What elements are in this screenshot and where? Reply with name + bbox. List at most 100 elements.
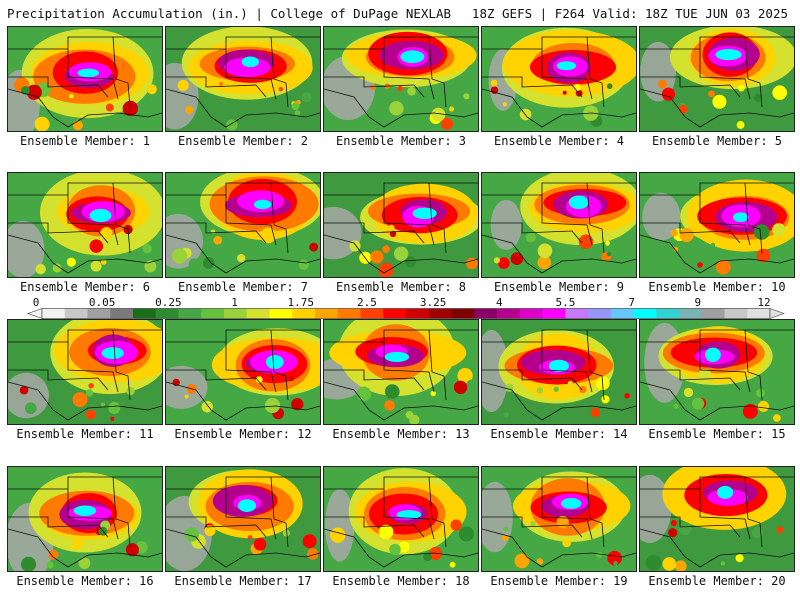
state-border-line <box>428 182 447 254</box>
ensemble-member-map <box>165 172 321 278</box>
precip-cell <box>172 248 188 264</box>
state-border-line <box>112 329 131 401</box>
state-border-line <box>8 516 109 538</box>
state-border-line <box>324 476 478 490</box>
colorbar-tick-label: 3.25 <box>419 296 447 309</box>
state-border-line <box>112 182 131 254</box>
precip-contour <box>396 510 422 519</box>
dry-area-shading <box>8 372 49 419</box>
state-border-line <box>482 329 636 343</box>
ensemble-member-map <box>165 466 321 572</box>
state-border-line <box>166 476 320 490</box>
colorbar-segment <box>474 308 498 319</box>
precip-cell <box>122 100 138 117</box>
precip-cell <box>19 385 29 395</box>
colorbar-segment <box>178 308 202 319</box>
precip-cell <box>288 375 295 382</box>
ensemble-member-map <box>639 466 795 572</box>
precip-contour <box>89 208 112 223</box>
precip-cell <box>100 227 113 240</box>
state-border-line <box>586 329 605 401</box>
precip-contour <box>705 347 721 362</box>
colorbar-segment <box>110 308 134 319</box>
precip-contour <box>384 351 410 363</box>
state-border-line <box>270 182 289 254</box>
precip-cell <box>673 403 679 409</box>
precip-cell <box>453 380 468 395</box>
precip-cell <box>782 383 791 392</box>
colorbar-tick-label: 2.5 <box>356 296 377 309</box>
precip-cell <box>469 544 478 554</box>
precip-cell <box>458 526 475 542</box>
state-border-line <box>428 36 447 108</box>
ensemble-member-map <box>7 466 163 572</box>
ensemble-member-map <box>165 319 321 425</box>
precipitation-map <box>166 467 320 571</box>
map-title: Precipitation Accumulation (in.) | Colle… <box>7 6 452 21</box>
ensemble-member-label: Ensemble Member: 20 <box>648 574 786 588</box>
precipitation-map <box>8 173 162 277</box>
precip-cell <box>307 548 319 560</box>
precipitation-map <box>166 173 320 277</box>
precip-cell <box>407 86 416 96</box>
colorbar-segment <box>747 308 771 319</box>
precip-cell <box>184 527 199 542</box>
precip-cell <box>679 227 694 243</box>
colorbar-segment <box>633 308 657 319</box>
colorbar-segment <box>610 308 634 319</box>
state-border-line <box>67 489 119 540</box>
state-border-line <box>482 528 636 568</box>
state-border-line <box>640 329 794 343</box>
state-border-line <box>270 329 289 401</box>
state-border-line <box>166 36 320 50</box>
precip-cell <box>370 250 384 264</box>
precip-cell <box>601 395 610 404</box>
state-border-line <box>640 369 741 391</box>
precipitation-map <box>8 467 162 571</box>
state-border-line <box>640 234 794 274</box>
precip-cell <box>144 260 157 273</box>
state-border-line <box>324 516 425 538</box>
state-border-line <box>8 182 162 196</box>
precip-contour <box>400 50 425 64</box>
state-border-line <box>482 76 583 98</box>
precip-cell <box>126 386 135 396</box>
precip-contour <box>568 195 589 210</box>
precip-cell <box>72 120 83 131</box>
precip-cell <box>405 411 414 419</box>
state-border-line <box>744 329 763 401</box>
precip-cell <box>389 101 404 116</box>
state-border-line <box>225 489 277 540</box>
colorbar-segment <box>246 308 270 319</box>
precip-cell <box>282 529 290 537</box>
ensemble-member-label: Ensemble Member: 8 <box>335 280 467 294</box>
precip-cell <box>735 554 744 563</box>
precip-cell <box>596 551 603 558</box>
state-border-line <box>482 36 636 50</box>
dry-area-shading <box>642 192 681 241</box>
precip-contour <box>241 56 259 68</box>
ensemble-member-map <box>323 466 479 572</box>
precip-cell <box>776 526 784 534</box>
precip-cell <box>370 84 376 91</box>
state-border-line <box>640 528 794 568</box>
precipitation-map <box>640 467 794 571</box>
precip-cell <box>298 259 309 270</box>
precip-contour <box>548 359 570 372</box>
state-border-line <box>383 489 435 540</box>
precip-cell <box>578 234 594 249</box>
colorbar-segment <box>542 308 566 319</box>
state-border-line <box>324 381 478 421</box>
state-border-line <box>8 329 162 343</box>
precip-cell <box>105 103 114 112</box>
precip-cell <box>753 224 770 240</box>
colorbar-segment <box>656 308 680 319</box>
state-border-line <box>699 489 751 540</box>
colorbar-labels: 0 0.05 0.25 1 1.75 2.5 3.25 4 5.5 7 9 12 <box>0 296 800 310</box>
precip-contour <box>715 49 742 61</box>
ensemble-member-label: Ensemble Member: 4 <box>493 134 625 148</box>
precip-cell <box>466 257 478 270</box>
precip-cell <box>430 390 436 397</box>
precip-cell <box>146 84 157 95</box>
precip-cell <box>184 394 189 399</box>
